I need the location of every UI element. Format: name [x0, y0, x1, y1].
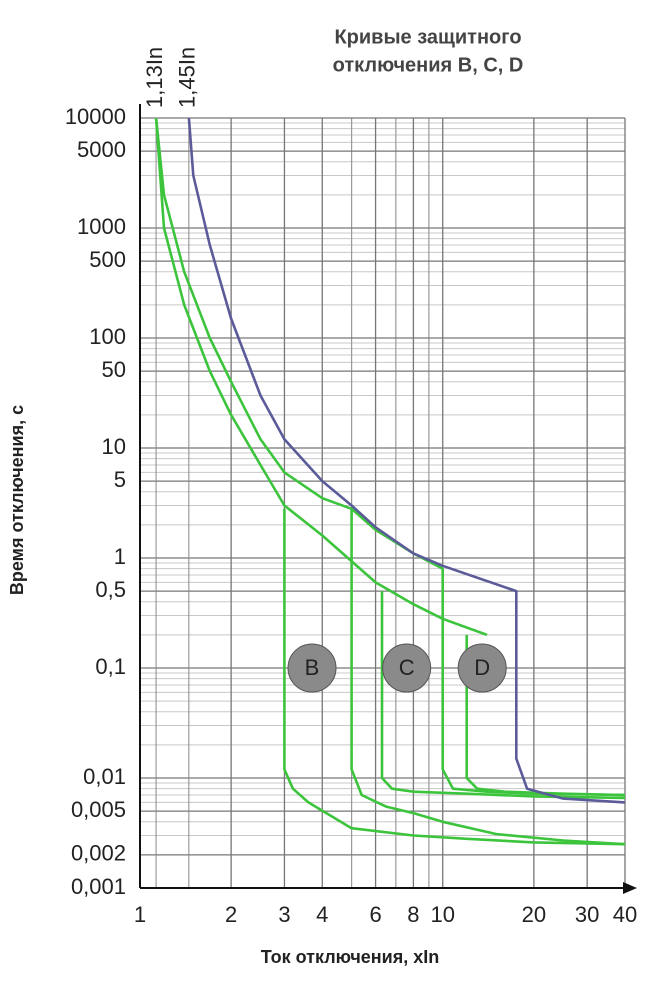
- x-axis-arrow: [623, 882, 637, 894]
- x-tick-label: 8: [407, 902, 419, 927]
- x-tick-label: 6: [369, 902, 381, 927]
- annotation-circle: [382, 643, 432, 693]
- annotation-label: B: [305, 655, 320, 680]
- annotation-circle: [457, 643, 507, 693]
- y-tick-label: 5: [114, 467, 126, 492]
- y-tick-label: 0,5: [95, 577, 126, 602]
- y-tick-label: 10: [102, 434, 126, 459]
- y-tick-label: 5000: [77, 137, 126, 162]
- annotation-label: C: [399, 655, 415, 680]
- y-tick-label: 1: [114, 544, 126, 569]
- y-tick-label: 0,002: [71, 841, 126, 866]
- curve: [154, 117, 488, 637]
- curve: [350, 508, 626, 846]
- chart-title: отключения B, C, D: [333, 54, 524, 76]
- y-tick-label: 0,001: [71, 874, 126, 899]
- x-tick-label: 2: [225, 902, 237, 927]
- y-tick-label: 0,1: [95, 654, 126, 679]
- y-tick-label: 10000: [65, 104, 126, 129]
- x-tick-label: 4: [316, 902, 328, 927]
- annotation-label: D: [474, 655, 490, 680]
- x-tick-label: 20: [522, 902, 546, 927]
- marker-label: 1,45In: [175, 47, 200, 108]
- chart-title: Кривые защитного: [334, 26, 521, 48]
- y-tick-label: 500: [89, 247, 126, 272]
- curve: [283, 508, 626, 846]
- curve: [465, 634, 626, 797]
- x-tick-label: 30: [575, 902, 599, 927]
- x-tick-label: 1: [134, 902, 146, 927]
- x-tick-label: 40: [613, 902, 637, 927]
- curve: [154, 117, 444, 570]
- y-tick-label: 0,005: [71, 797, 126, 822]
- y-tick-label: 1000: [77, 214, 126, 239]
- x-tick-label: 10: [430, 902, 454, 927]
- y-tick-label: 100: [89, 324, 126, 349]
- y-tick-label: 0,01: [83, 764, 126, 789]
- curve: [187, 117, 626, 804]
- x-tick-label: 3: [278, 902, 290, 927]
- y-tick-label: 50: [102, 357, 126, 382]
- marker-label: 1,13In: [142, 47, 167, 108]
- annotation-circle: [287, 643, 337, 693]
- curve: [380, 591, 626, 800]
- x-axis-label: Ток отключения, xIn: [261, 947, 440, 967]
- y-axis-label: Время отключения, с: [7, 405, 27, 595]
